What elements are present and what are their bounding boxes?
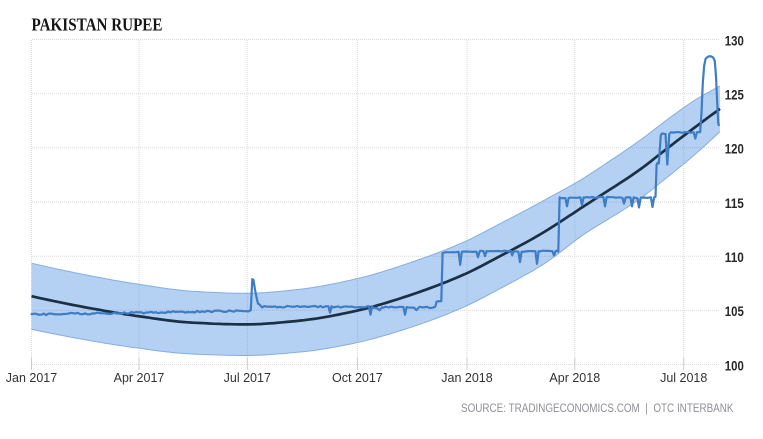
svg-text:Jan 2017: Jan 2017 [6,371,57,385]
svg-text:105: 105 [725,303,744,319]
svg-text:SOURCE: TRADINGECONOMICS.COM: SOURCE: TRADINGECONOMICS.COM | OTC INTER… [461,403,734,415]
svg-text:115: 115 [725,195,744,211]
svg-text:120: 120 [725,141,744,157]
svg-text:Oct 2017: Oct 2017 [332,371,383,385]
svg-text:Jul 2017: Jul 2017 [224,371,271,385]
svg-text:100: 100 [725,357,744,373]
svg-text:125: 125 [725,87,744,103]
svg-text:130: 130 [725,32,744,48]
svg-text:Jul 2018: Jul 2018 [660,371,707,385]
svg-text:Jan 2018: Jan 2018 [441,371,492,385]
svg-text:110: 110 [725,249,744,265]
svg-text:Apr 2018: Apr 2018 [549,371,600,385]
svg-text:Apr 2017: Apr 2017 [114,371,165,385]
svg-text:PAKISTAN RUPEE: PAKISTAN RUPEE [32,15,163,35]
